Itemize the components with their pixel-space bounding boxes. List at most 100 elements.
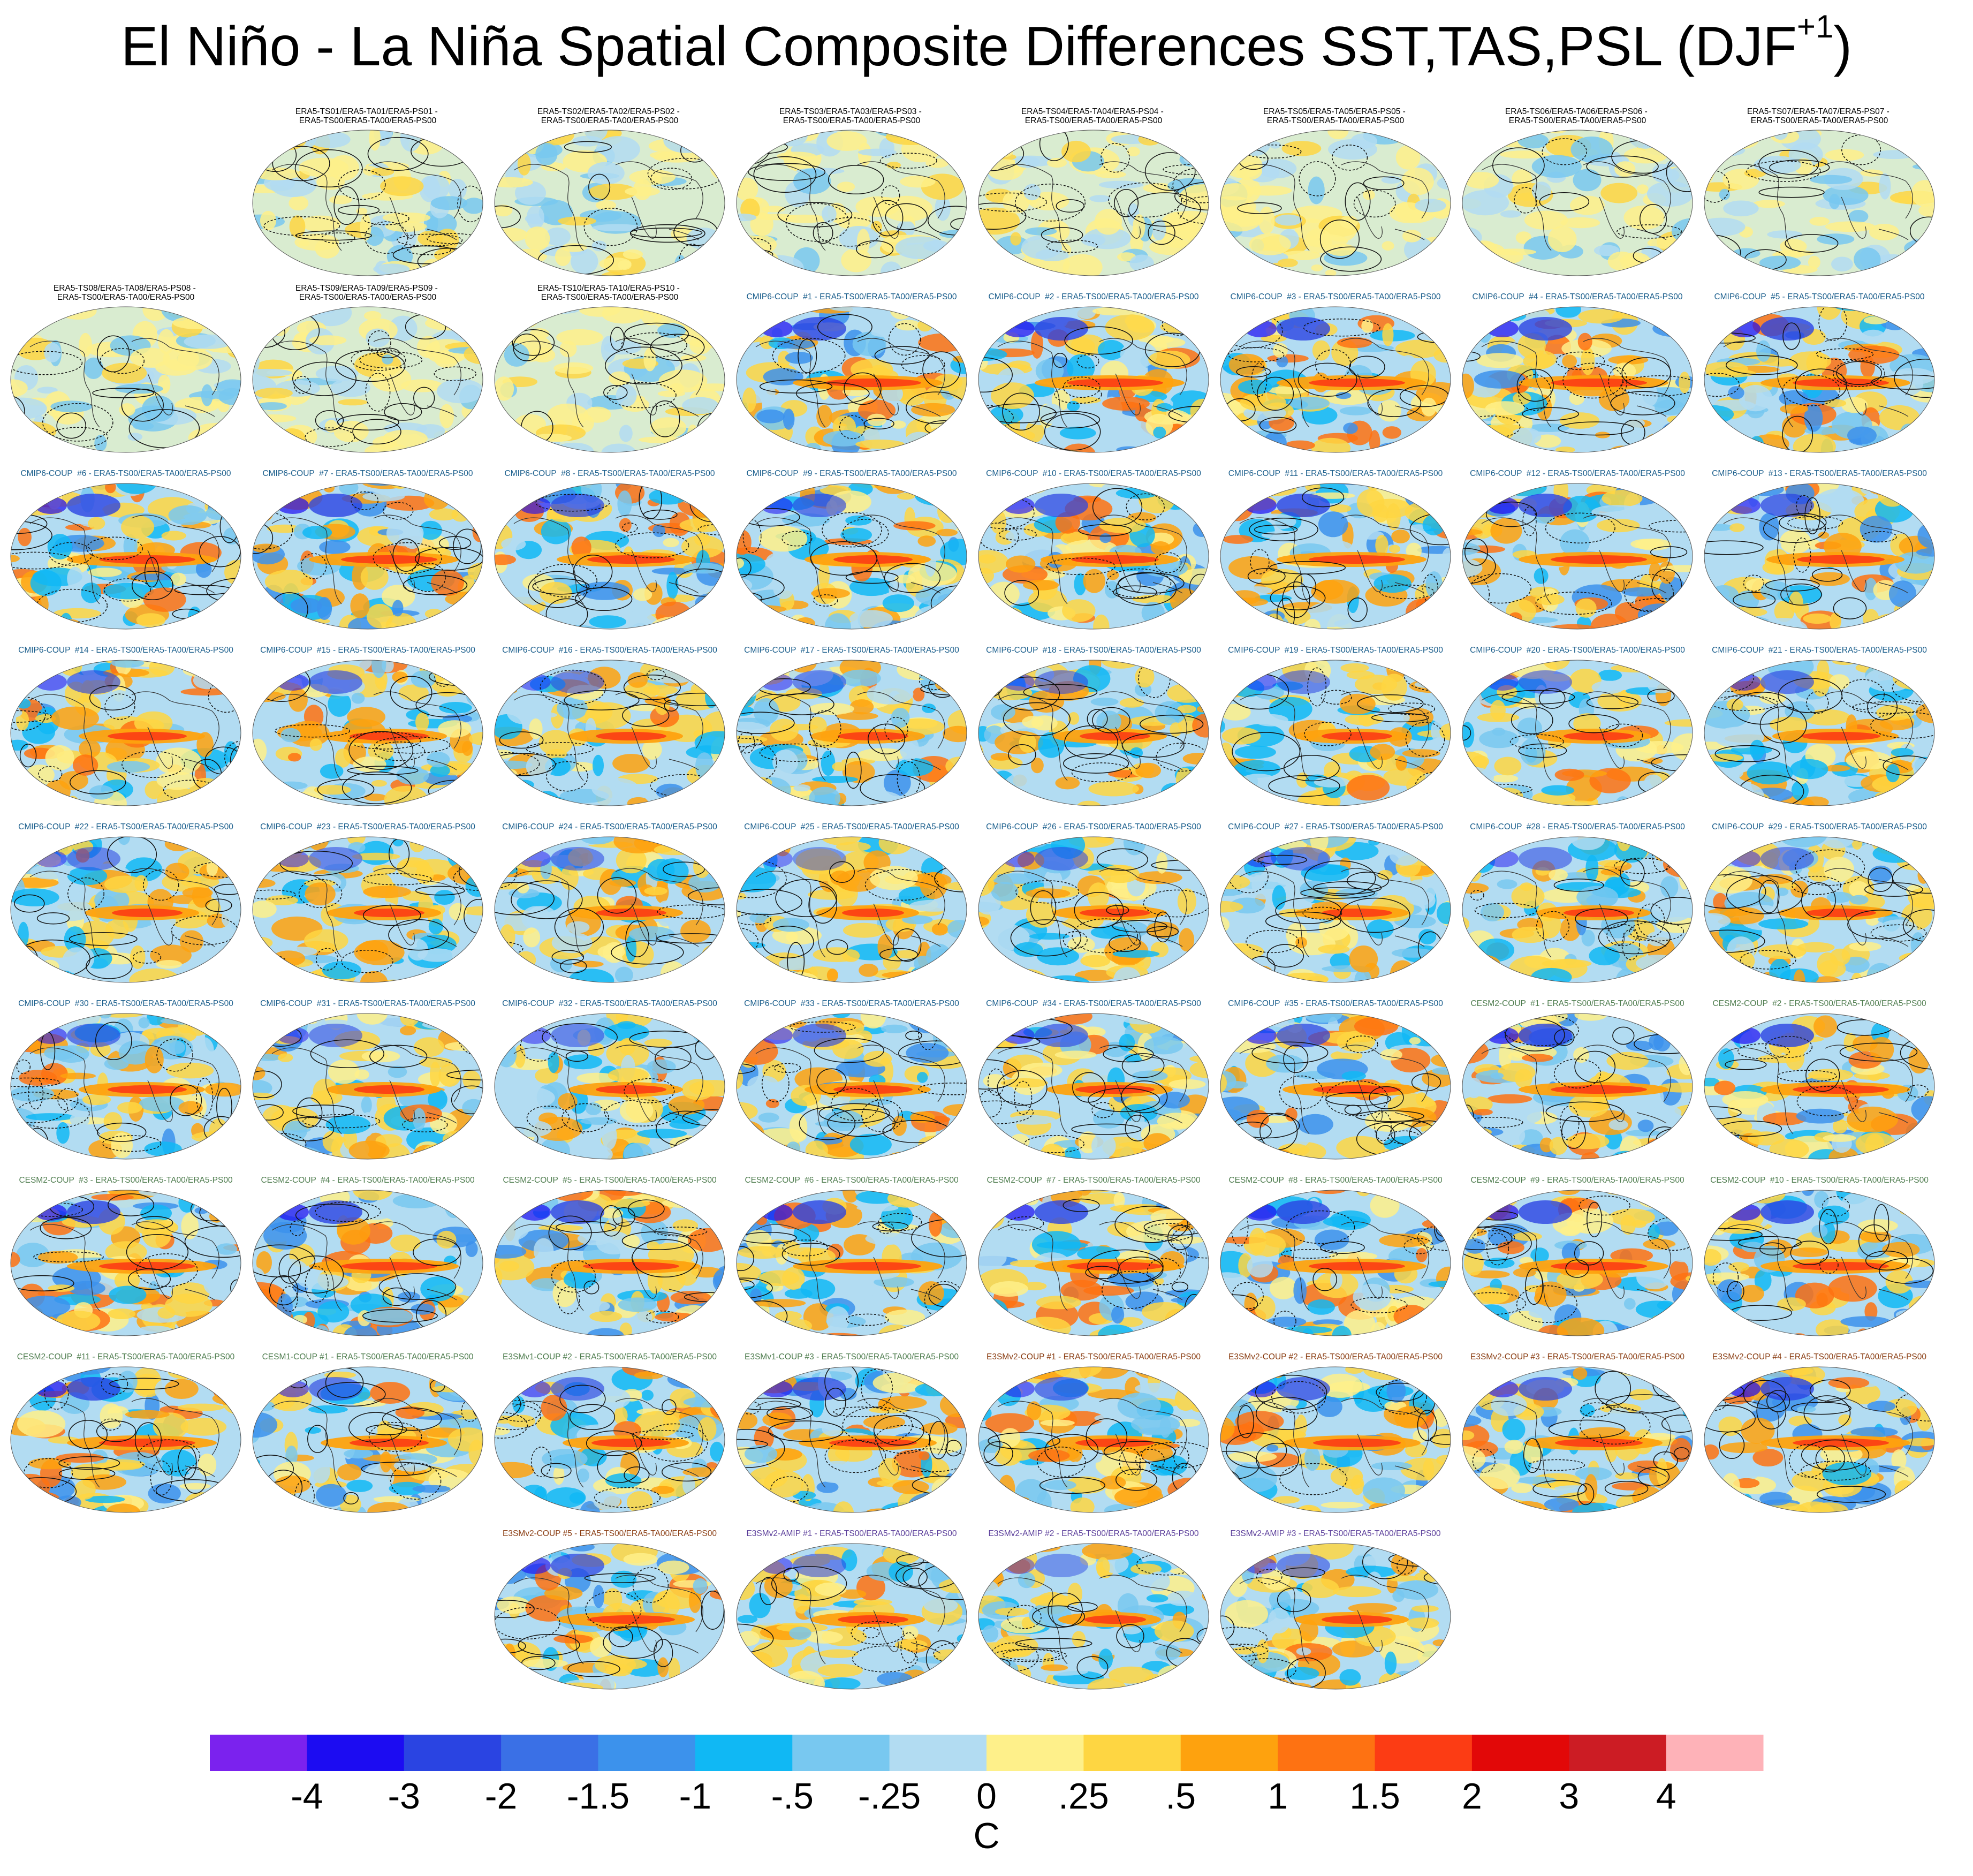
panel-label: CMIP6-COUP #30 - ERA5-TS00/ERA5-TA00/ERA… bbox=[18, 999, 233, 1008]
colorbar-swatch bbox=[501, 1735, 599, 1771]
map-panel: CMIP6-COUP #15 - ERA5-TS00/ERA5-TA00/ERA… bbox=[246, 637, 489, 813]
robinson-map bbox=[1462, 306, 1693, 453]
colorbar-swatch bbox=[1569, 1735, 1667, 1771]
map-panel: CESM2-COUP #6 - ERA5-TS00/ERA5-TA00/ERA5… bbox=[730, 1167, 973, 1343]
panel-label: CMIP6-COUP #6 - ERA5-TS00/ERA5-TA00/ERA5… bbox=[20, 469, 231, 478]
panel-label: CMIP6-COUP #7 - ERA5-TS00/ERA5-TA00/ERA5… bbox=[262, 469, 473, 478]
panel-label: CESM2-COUP #9 - ERA5-TS00/ERA5-TA00/ERA5… bbox=[1470, 1176, 1684, 1185]
panel-label: E3SMv2-COUP #5 - ERA5-TS00/ERA5-TA00/ERA… bbox=[503, 1529, 717, 1538]
panel-label: E3SMv1-COUP #3 - ERA5-TS00/ERA5-TA00/ERA… bbox=[745, 1352, 959, 1361]
title-text: El Niño - La Niña Spatial Composite Diff… bbox=[121, 16, 1797, 78]
robinson-map bbox=[10, 306, 241, 453]
map-panel: CMIP6-COUP #24 - ERA5-TS00/ERA5-TA00/ERA… bbox=[488, 814, 731, 989]
robinson-map bbox=[1220, 130, 1451, 276]
robinson-map bbox=[978, 306, 1209, 453]
robinson-map bbox=[1704, 1366, 1935, 1513]
robinson-map bbox=[1220, 836, 1451, 983]
map-panel: ERA5-TS09/ERA5-TA09/ERA5-PS09 - ERA5-TS0… bbox=[246, 284, 489, 459]
robinson-map bbox=[494, 1543, 725, 1690]
robinson-map bbox=[1462, 660, 1693, 806]
map-panel: CESM1-COUP #1 - ERA5-TS00/ERA5-TA00/ERA5… bbox=[246, 1344, 489, 1519]
robinson-map bbox=[252, 1190, 483, 1336]
map-panel: CMIP6-COUP #9 - ERA5-TS00/ERA5-TA00/ERA5… bbox=[730, 460, 973, 636]
figure-title: El Niño - La Niña Spatial Composite Diff… bbox=[0, 11, 1973, 79]
map-panel: E3SMv2-COUP #3 - ERA5-TS00/ERA5-TA00/ERA… bbox=[1456, 1344, 1699, 1519]
map-panel: CMIP6-COUP #7 - ERA5-TS00/ERA5-TA00/ERA5… bbox=[246, 460, 489, 636]
panel-label: ERA5-TS02/ERA5-TA02/ERA5-PS02 - ERA5-TS0… bbox=[537, 107, 680, 125]
panel-label: E3SMv1-COUP #2 - ERA5-TS00/ERA5-TA00/ERA… bbox=[503, 1352, 717, 1361]
map-panel: ERA5-TS06/ERA5-TA06/ERA5-PS06 - ERA5-TS0… bbox=[1456, 107, 1699, 283]
robinson-map bbox=[736, 130, 967, 276]
panel-label: CMIP6-COUP #1 - ERA5-TS00/ERA5-TA00/ERA5… bbox=[746, 292, 957, 301]
map-panel: CESM2-COUP #8 - ERA5-TS00/ERA5-TA00/ERA5… bbox=[1214, 1167, 1457, 1343]
robinson-map bbox=[978, 130, 1209, 276]
panel-label: CMIP6-COUP #28 - ERA5-TS00/ERA5-TA00/ERA… bbox=[1470, 822, 1685, 831]
map-panel: E3SMv2-AMIP #3 - ERA5-TS00/ERA5-TA00/ERA… bbox=[1214, 1521, 1457, 1696]
robinson-map bbox=[978, 1013, 1209, 1160]
robinson-map bbox=[10, 1366, 241, 1513]
map-panel: CMIP6-COUP #34 - ERA5-TS00/ERA5-TA00/ERA… bbox=[972, 990, 1215, 1166]
panel-label: ERA5-TS01/ERA5-TA01/ERA5-PS01 - ERA5-TS0… bbox=[295, 107, 438, 125]
robinson-map bbox=[736, 1366, 967, 1513]
panel-label: CMIP6-COUP #17 - ERA5-TS00/ERA5-TA00/ERA… bbox=[744, 646, 959, 655]
colorbar-tick-label: -4 bbox=[291, 1776, 323, 1817]
panel-label: CESM1-COUP #1 - ERA5-TS00/ERA5-TA00/ERA5… bbox=[262, 1352, 474, 1361]
map-panel: ERA5-TS05/ERA5-TA05/ERA5-PS05 - ERA5-TS0… bbox=[1214, 107, 1457, 283]
panel-label: CMIP6-COUP #15 - ERA5-TS00/ERA5-TA00/ERA… bbox=[260, 646, 475, 655]
map-panel: CESM2-COUP #10 - ERA5-TS00/ERA5-TA00/ERA… bbox=[1698, 1167, 1941, 1343]
map-panel: E3SMv2-AMIP #1 - ERA5-TS00/ERA5-TA00/ERA… bbox=[730, 1521, 973, 1696]
robinson-map bbox=[494, 483, 725, 630]
map-panel: CMIP6-COUP #31 - ERA5-TS00/ERA5-TA00/ERA… bbox=[246, 990, 489, 1166]
map-panel: CMIP6-COUP #25 - ERA5-TS00/ERA5-TA00/ERA… bbox=[730, 814, 973, 989]
robinson-map bbox=[494, 660, 725, 806]
panel-label: CMIP6-COUP #31 - ERA5-TS00/ERA5-TA00/ERA… bbox=[260, 999, 475, 1008]
robinson-map bbox=[10, 660, 241, 806]
colorbar-swatch bbox=[307, 1735, 405, 1771]
panel-label: E3SMv2-COUP #1 - ERA5-TS00/ERA5-TA00/ERA… bbox=[986, 1352, 1201, 1361]
map-panel: E3SMv2-COUP #2 - ERA5-TS00/ERA5-TA00/ERA… bbox=[1214, 1344, 1457, 1519]
map-panel: CMIP6-COUP #13 - ERA5-TS00/ERA5-TA00/ERA… bbox=[1698, 460, 1941, 636]
robinson-map bbox=[1462, 1190, 1693, 1336]
map-panel: CMIP6-COUP #2 - ERA5-TS00/ERA5-TA00/ERA5… bbox=[972, 284, 1215, 459]
colorbar: -4 -3 -2 -1.5 -1 -.5 -.25 0 .25 .5 1 1.5 2 3 4 C bbox=[210, 1735, 1764, 1856]
map-panel: CMIP6-COUP #27 - ERA5-TS00/ERA5-TA00/ERA… bbox=[1214, 814, 1457, 989]
panel-label: CMIP6-COUP #25 - ERA5-TS00/ERA5-TA00/ERA… bbox=[744, 822, 959, 831]
robinson-map bbox=[1704, 483, 1935, 630]
colorbar-tick-label: -.25 bbox=[858, 1776, 921, 1817]
panel-label: CMIP6-COUP #33 - ERA5-TS00/ERA5-TA00/ERA… bbox=[744, 999, 959, 1008]
robinson-map bbox=[736, 483, 967, 630]
map-panel: E3SMv1-COUP #2 - ERA5-TS00/ERA5-TA00/ERA… bbox=[488, 1344, 731, 1519]
panel-label: E3SMv2-AMIP #1 - ERA5-TS00/ERA5-TA00/ERA… bbox=[746, 1529, 957, 1538]
robinson-map bbox=[1220, 660, 1451, 806]
panel-label: E3SMv2-AMIP #3 - ERA5-TS00/ERA5-TA00/ERA… bbox=[1230, 1529, 1441, 1538]
robinson-map bbox=[978, 836, 1209, 983]
panel-label: CMIP6-COUP #27 - ERA5-TS00/ERA5-TA00/ERA… bbox=[1228, 822, 1443, 831]
panel-label: CMIP6-COUP #3 - ERA5-TS00/ERA5-TA00/ERA5… bbox=[1230, 292, 1441, 301]
robinson-map bbox=[1220, 1543, 1451, 1690]
map-panel: CMIP6-COUP #16 - ERA5-TS00/ERA5-TA00/ERA… bbox=[488, 637, 731, 813]
robinson-map bbox=[978, 1366, 1209, 1513]
robinson-map bbox=[494, 306, 725, 453]
colorbar-swatch bbox=[1083, 1735, 1181, 1771]
colorbar-swatch bbox=[1666, 1735, 1764, 1771]
panel-label: CMIP6-COUP #11 - ERA5-TS00/ERA5-TA00/ERA… bbox=[1228, 469, 1443, 478]
panel-label: ERA5-TS09/ERA5-TA09/ERA5-PS09 - ERA5-TS0… bbox=[295, 284, 438, 302]
panel-label: CESM2-COUP #4 - ERA5-TS00/ERA5-TA00/ERA5… bbox=[261, 1176, 475, 1185]
map-panel: CESM2-COUP #7 - ERA5-TS00/ERA5-TA00/ERA5… bbox=[972, 1167, 1215, 1343]
robinson-map bbox=[252, 306, 483, 453]
robinson-map bbox=[10, 836, 241, 983]
panel-label: CESM2-COUP #3 - ERA5-TS00/ERA5-TA00/ERA5… bbox=[19, 1176, 233, 1185]
colorbar-swatch bbox=[1180, 1735, 1278, 1771]
map-panel: CMIP6-COUP #19 - ERA5-TS00/ERA5-TA00/ERA… bbox=[1214, 637, 1457, 813]
map-panel: CMIP6-COUP #33 - ERA5-TS00/ERA5-TA00/ERA… bbox=[730, 990, 973, 1166]
robinson-map bbox=[10, 483, 241, 630]
panel-label: CMIP6-COUP #23 - ERA5-TS00/ERA5-TA00/ERA… bbox=[260, 822, 475, 831]
map-panel: ERA5-TS03/ERA5-TA03/ERA5-PS03 - ERA5-TS0… bbox=[730, 107, 973, 283]
panel-label: ERA5-TS10/ERA5-TA10/ERA5-PS10 - ERA5-TS0… bbox=[537, 284, 680, 302]
map-panel: CMIP6-COUP #6 - ERA5-TS00/ERA5-TA00/ERA5… bbox=[4, 460, 247, 636]
panel-label: CMIP6-COUP #5 - ERA5-TS00/ERA5-TA00/ERA5… bbox=[1714, 292, 1925, 301]
robinson-map bbox=[978, 483, 1209, 630]
map-panel: CMIP6-COUP #17 - ERA5-TS00/ERA5-TA00/ERA… bbox=[730, 637, 973, 813]
panel-label: CMIP6-COUP #29 - ERA5-TS00/ERA5-TA00/ERA… bbox=[1712, 822, 1927, 831]
robinson-map bbox=[10, 1013, 241, 1160]
